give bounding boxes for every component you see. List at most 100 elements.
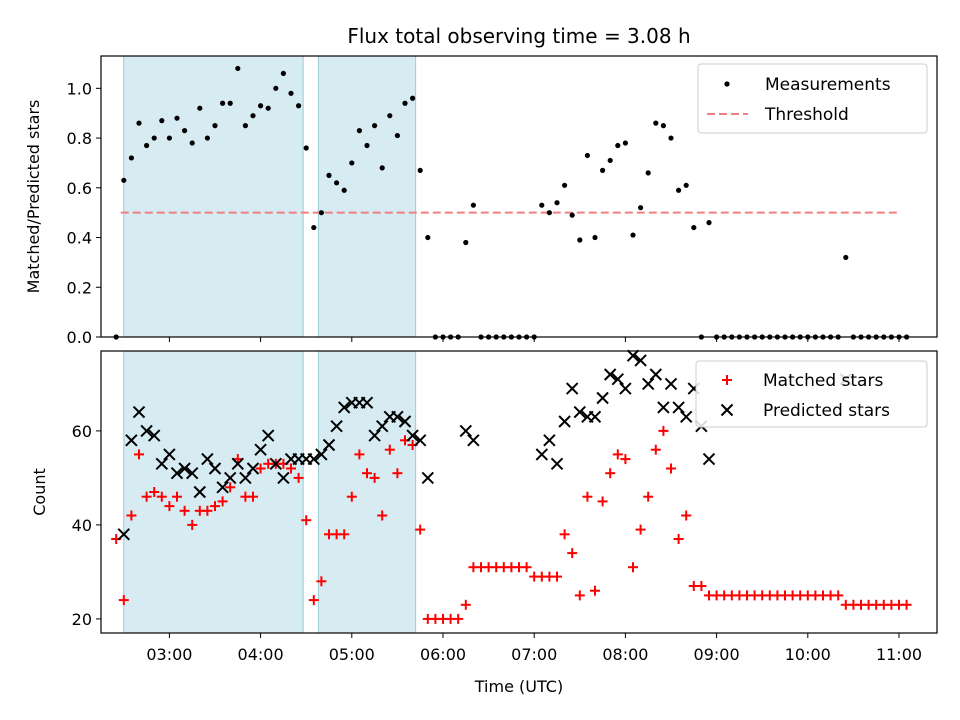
predicted-point <box>330 419 343 433</box>
measurement-point <box>144 142 150 149</box>
cross-b <box>201 452 214 466</box>
cross-b <box>360 396 374 409</box>
matched-point <box>696 581 707 591</box>
predicted-point <box>679 410 693 424</box>
measurement-point <box>706 220 712 226</box>
x-tick-label: 04:00 <box>238 645 284 664</box>
predicted-point <box>413 434 427 447</box>
predicted-point <box>573 405 587 419</box>
legend-threshold-label: Threshold <box>764 105 849 125</box>
matched-point <box>460 599 471 610</box>
bottom-x-ticks: 03:00 04:00 05:00 06:00 07:00 08:00 09:00 10:00… <box>146 633 922 664</box>
matched-point <box>597 496 608 507</box>
matched-point <box>833 590 844 601</box>
measurement-point <box>288 90 294 96</box>
top-axes-frame <box>100 55 938 338</box>
cross-b <box>337 401 351 414</box>
cross-b <box>330 419 343 433</box>
predicted-point <box>626 349 640 362</box>
top-legend-box <box>697 63 928 134</box>
measurement-point <box>394 132 400 139</box>
cross-b <box>649 368 663 381</box>
predicted-point <box>603 368 617 381</box>
cross-b <box>391 410 404 424</box>
matched-point <box>362 468 372 479</box>
predicted-point <box>231 457 245 471</box>
predicted-point <box>702 452 716 466</box>
measurement-point <box>463 239 469 246</box>
measurement-point <box>691 224 697 231</box>
matched-point <box>628 562 638 573</box>
x-tick-label: 07:00 <box>511 645 557 664</box>
predicted-point <box>140 424 153 438</box>
cross-b <box>375 419 389 433</box>
measurement-point <box>546 210 553 216</box>
bottom-axes-frame <box>100 350 938 634</box>
cross-b <box>702 452 716 466</box>
measurement-point <box>615 142 621 149</box>
measurement-point <box>220 100 226 106</box>
bottom-panel: 03:00 04:00 05:00 06:00 07:00 08:00 09:00 10:00… <box>30 349 938 696</box>
measurement-point <box>242 123 248 129</box>
predicted-point <box>558 415 571 428</box>
cross-b <box>170 466 184 480</box>
matched-point <box>164 501 175 512</box>
cross-b <box>421 471 435 485</box>
bottom-legend: Matched stars Predicted stars <box>695 360 928 428</box>
cross-b <box>231 457 245 471</box>
measurement-point <box>174 115 180 121</box>
predicted-point <box>155 457 169 471</box>
matched-point <box>126 510 137 521</box>
measurement-point <box>539 202 545 208</box>
measurement-point <box>250 113 256 119</box>
matched-point <box>605 468 616 479</box>
measurement-point <box>645 170 651 176</box>
cross-b <box>596 391 609 405</box>
measurement-point <box>227 100 233 106</box>
measurement-point <box>660 123 667 129</box>
cross-b <box>216 481 229 494</box>
matched-point <box>255 463 266 474</box>
matched-point <box>415 524 426 535</box>
predicted-point <box>185 466 199 480</box>
measurement-point <box>569 212 575 218</box>
cross-b <box>185 466 199 480</box>
matched-point <box>384 444 395 455</box>
cross-b <box>163 448 176 461</box>
predicted-point <box>239 471 252 485</box>
x-tick-label: 08:00 <box>602 645 648 664</box>
cross-b <box>132 405 146 419</box>
cross-b <box>315 448 328 461</box>
cross-b <box>657 401 670 414</box>
bottom-shaded-intervals <box>123 350 417 634</box>
predicted-point <box>307 452 321 466</box>
cross-b <box>269 457 283 471</box>
predicted-point <box>406 429 419 442</box>
y-tick-label: 0.4 <box>67 229 92 248</box>
measurement-point <box>402 100 408 106</box>
x-tick-label: 11:00 <box>876 645 922 664</box>
matched-point <box>202 505 213 516</box>
cross-b <box>565 382 579 395</box>
predicted-point <box>649 368 663 381</box>
x-tick-label: 05:00 <box>329 645 375 664</box>
legend-predicted-label: Predicted stars <box>763 401 890 421</box>
matched-point <box>552 571 562 582</box>
predicted-point <box>375 419 389 433</box>
cross-b <box>603 368 617 381</box>
matched-point <box>156 491 167 502</box>
matched-point <box>141 491 152 502</box>
y-tick-label: 40 <box>72 516 92 535</box>
cross-b <box>626 349 640 362</box>
matched-point <box>658 425 669 436</box>
top-panel: 0.0 0.2 0.4 0.6 0.8 1.0 Flux total observing … <box>24 24 938 347</box>
cross-b <box>558 415 571 428</box>
matched-point <box>187 519 198 530</box>
predicted-point <box>178 462 191 475</box>
cross-b <box>147 429 161 442</box>
cross-b <box>543 434 556 447</box>
y-tick-label: 0.8 <box>67 129 92 148</box>
top-legend: Measurements Threshold <box>697 63 928 134</box>
measurement-point <box>668 135 674 141</box>
